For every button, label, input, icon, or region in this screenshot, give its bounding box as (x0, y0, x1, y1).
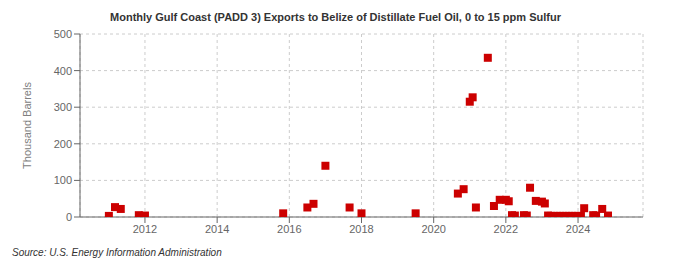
svg-text:100: 100 (54, 174, 72, 186)
svg-text:2014: 2014 (205, 223, 229, 235)
svg-text:2018: 2018 (349, 223, 373, 235)
svg-text:2022: 2022 (494, 223, 518, 235)
svg-text:2024: 2024 (566, 223, 590, 235)
svg-text:Thousand Barrels: Thousand Barrels (21, 82, 33, 169)
svg-text:200: 200 (54, 138, 72, 150)
svg-text:2020: 2020 (421, 223, 445, 235)
svg-text:0: 0 (66, 211, 72, 223)
svg-text:500: 500 (54, 28, 72, 40)
svg-text:400: 400 (54, 65, 72, 77)
svg-text:2016: 2016 (277, 223, 301, 235)
svg-text:300: 300 (54, 101, 72, 113)
svg-text:2012: 2012 (133, 223, 157, 235)
html-text:Source: U.S. Energy Informatio: Source: U.S. Energy Information Administ… (12, 247, 222, 258)
html-text:Monthly Gulf Coast (PADD 3) Ex: Monthly Gulf Coast (PADD 3) Exports to B… (110, 11, 561, 23)
